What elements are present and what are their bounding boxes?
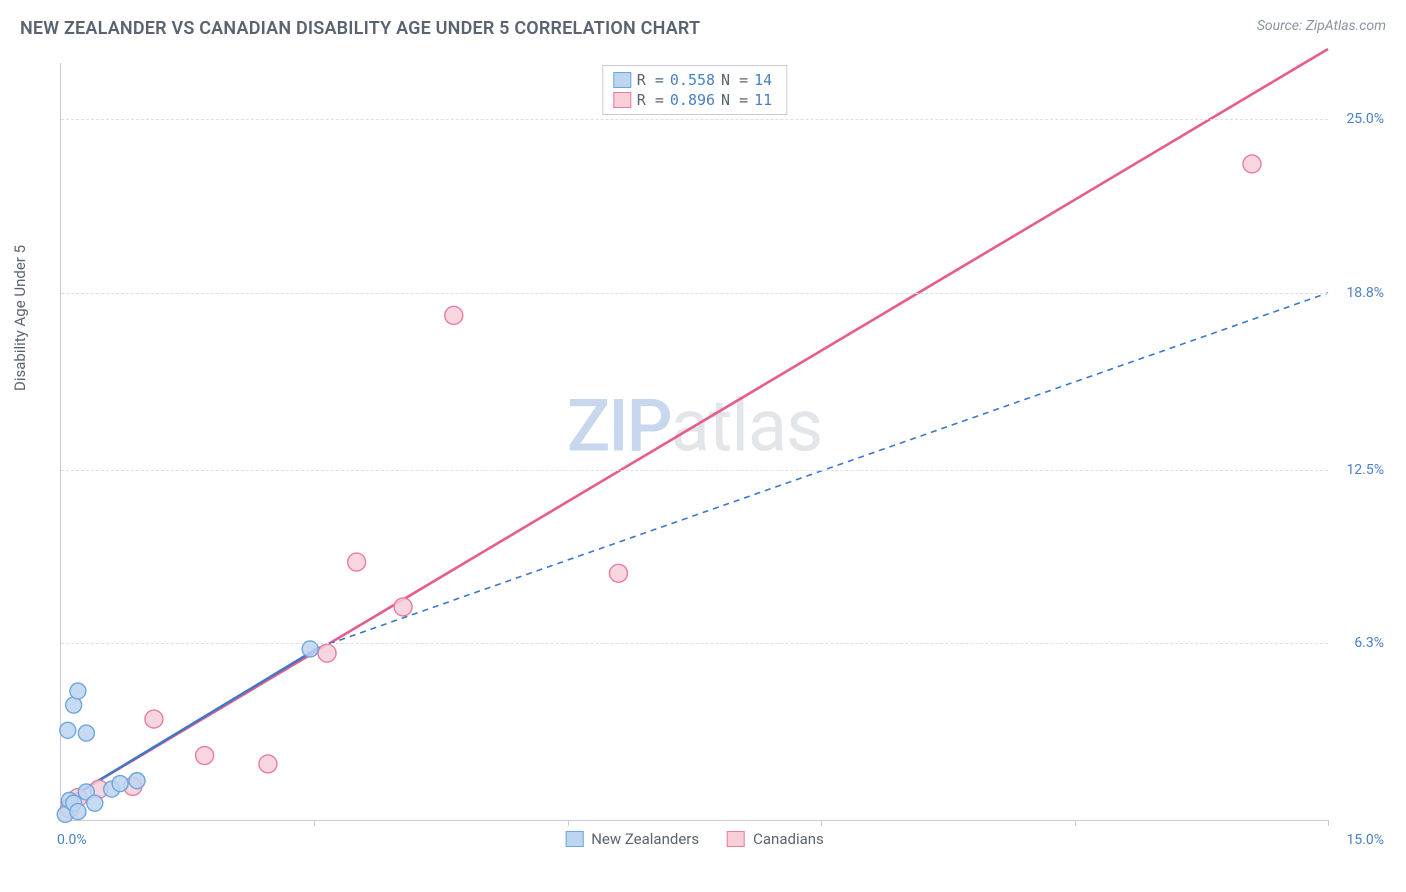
grid-line bbox=[61, 470, 1328, 471]
legend-label-ca: Canadians bbox=[753, 830, 824, 848]
trend-line-ca bbox=[61, 49, 1328, 803]
stat-r-label-nz: R = bbox=[637, 71, 664, 89]
grid-line bbox=[61, 119, 1328, 120]
x-tick-label-right: 15.0% bbox=[1346, 832, 1384, 848]
point-nz bbox=[129, 773, 145, 789]
point-ca bbox=[1243, 155, 1261, 173]
grid-line bbox=[61, 643, 1328, 644]
bottom-legend: New Zealanders Canadians bbox=[565, 830, 824, 848]
x-tick bbox=[821, 820, 822, 826]
legend-swatch-nz bbox=[565, 831, 583, 847]
x-tick bbox=[568, 820, 569, 826]
point-nz bbox=[60, 722, 76, 738]
stat-n-value-nz: 14 bbox=[754, 71, 772, 89]
point-ca bbox=[609, 564, 627, 582]
stat-r-label-ca: R = bbox=[637, 91, 664, 109]
x-tick-label-left: 0.0% bbox=[57, 832, 87, 848]
swatch-nz bbox=[613, 72, 631, 88]
grid-line bbox=[61, 293, 1328, 294]
stat-r-value-nz: 0.558 bbox=[670, 71, 715, 89]
stat-row-nz: R = 0.558 N = 14 bbox=[613, 70, 772, 90]
point-nz bbox=[87, 795, 103, 811]
plot-svg bbox=[61, 63, 1328, 820]
point-ca bbox=[348, 553, 366, 571]
legend-label-nz: New Zealanders bbox=[591, 830, 699, 848]
point-nz bbox=[70, 683, 86, 699]
x-tick bbox=[314, 820, 315, 826]
stat-n-label-ca: N = bbox=[721, 91, 748, 109]
legend-item-nz: New Zealanders bbox=[565, 830, 699, 848]
point-ca bbox=[318, 644, 336, 662]
swatch-ca bbox=[613, 92, 631, 108]
legend-swatch-ca bbox=[727, 831, 745, 847]
y-tick-label: 6.3% bbox=[1354, 635, 1384, 651]
x-tick bbox=[1075, 820, 1076, 826]
y-tick-label: 25.0% bbox=[1346, 111, 1384, 127]
y-tick-label: 18.8% bbox=[1346, 285, 1384, 301]
y-tick-label: 12.5% bbox=[1346, 462, 1384, 478]
y-axis-label: Disability Age Under 5 bbox=[11, 245, 29, 391]
point-ca bbox=[445, 306, 463, 324]
plot-area: ZIPatlas R = 0.558 N = 14 R = 0.896 N = … bbox=[60, 63, 1328, 821]
point-nz bbox=[112, 776, 128, 792]
point-ca bbox=[259, 755, 277, 773]
stat-n-value-ca: 11 bbox=[754, 91, 772, 109]
source-prefix: Source: bbox=[1257, 18, 1306, 34]
point-ca bbox=[196, 747, 214, 765]
source-attribution: Source: ZipAtlas.com bbox=[1257, 18, 1386, 34]
legend-item-ca: Canadians bbox=[727, 830, 824, 848]
chart-container: Disability Age Under 5 ZIPatlas R = 0.55… bbox=[38, 55, 1388, 855]
stat-r-value-ca: 0.896 bbox=[670, 91, 715, 109]
point-nz bbox=[78, 725, 94, 741]
chart-title: NEW ZEALANDER VS CANADIAN DISABILITY AGE… bbox=[20, 18, 700, 39]
point-nz bbox=[70, 804, 86, 820]
stat-n-label-nz: N = bbox=[721, 71, 748, 89]
source-name: ZipAtlas.com bbox=[1306, 18, 1386, 34]
stat-row-ca: R = 0.896 N = 11 bbox=[613, 90, 772, 110]
stat-box: R = 0.558 N = 14 R = 0.896 N = 11 bbox=[602, 65, 787, 115]
point-ca bbox=[145, 710, 163, 728]
point-ca bbox=[394, 598, 412, 616]
x-tick bbox=[1328, 820, 1329, 826]
